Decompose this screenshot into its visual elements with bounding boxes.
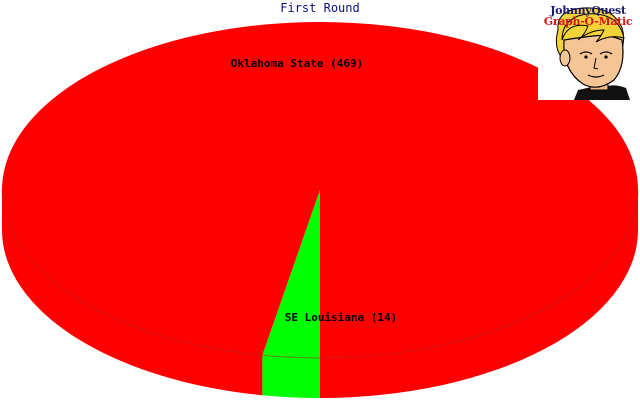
pie-sides	[1, 190, 638, 398]
logo-text-line2: Graph-O-Matic	[543, 15, 633, 28]
slice-label-0: Oklahoma State (469)	[231, 57, 363, 70]
pie-rim	[1, 189, 639, 359]
pie-side-0	[1, 190, 263, 396]
pie-slice-0	[2, 21, 639, 358]
pie-labels: Oklahoma State (469) SE Louisiana (14)	[231, 57, 398, 324]
pie-slice-1	[262, 190, 320, 358]
pie-slices	[2, 21, 639, 358]
graph-o-matic-logo: JohnnyQuest Graph-O-Matic	[538, 0, 640, 100]
slice-label-1: SE Louisiana (14)	[285, 311, 398, 324]
pie-side-1	[262, 355, 320, 398]
cartoon-boy-face-icon	[555, 7, 630, 100]
logo-text-line1: JohnnyQuest	[550, 4, 626, 17]
pie-side-0	[320, 190, 638, 398]
chart-title: First Round	[280, 1, 360, 15]
